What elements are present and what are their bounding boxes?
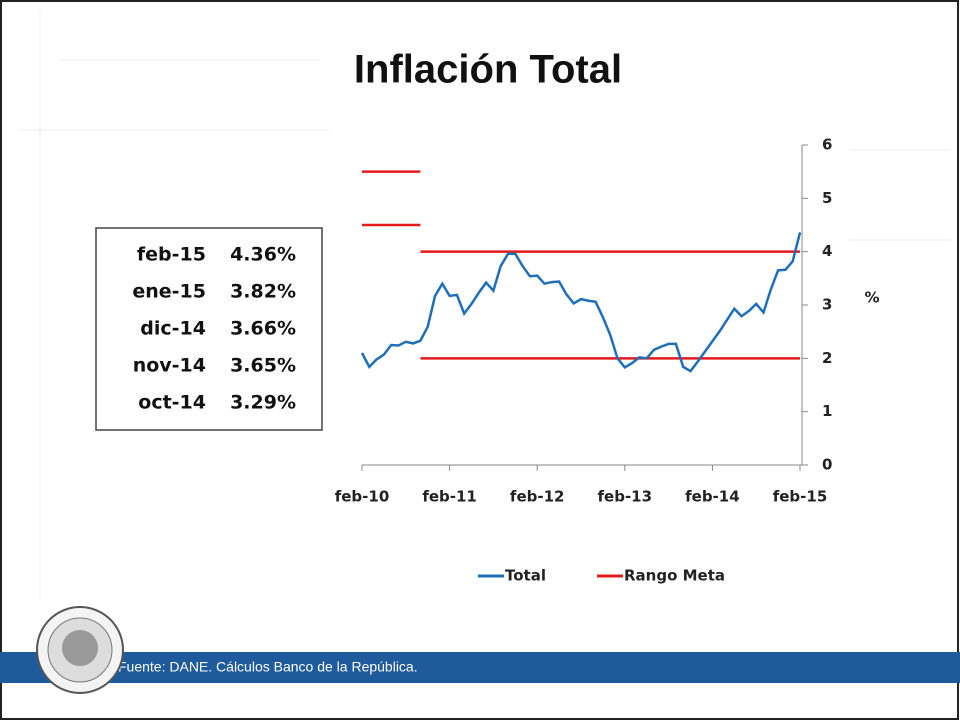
- x-tick-label: feb-13: [598, 488, 653, 506]
- y-axis-label: %: [864, 289, 879, 307]
- footer-bar: [0, 652, 960, 683]
- x-tick-label: feb-15: [773, 488, 828, 506]
- table-value: 3.29%: [230, 392, 296, 414]
- footer-text: Fuente: DANE. Cálculos Banco de la Repúb…: [118, 659, 418, 675]
- y-tick-label: 4: [822, 242, 832, 260]
- table-value: 3.82%: [230, 281, 296, 303]
- y-tick-label: 3: [822, 296, 832, 314]
- legend-label: Total: [505, 567, 546, 585]
- y-tick-label: 2: [822, 349, 832, 367]
- table-date: ene-15: [132, 281, 206, 303]
- x-tick-label: feb-10: [335, 488, 390, 506]
- y-tick-label: 6: [822, 136, 832, 154]
- logo: [36, 606, 124, 694]
- legend-label: Rango Meta: [624, 567, 725, 585]
- table-date: oct-14: [138, 392, 206, 414]
- table-value: 3.66%: [230, 318, 296, 340]
- table-value: 3.65%: [230, 355, 296, 377]
- y-tick-label: 0: [822, 456, 832, 474]
- chart-title: Inflación Total: [354, 48, 622, 92]
- y-tick-label: 5: [822, 189, 832, 207]
- y-tick-label: 1: [822, 402, 832, 420]
- series-line: [360, 232, 802, 373]
- table-date: feb-15: [137, 244, 206, 266]
- x-tick-label: feb-12: [510, 488, 565, 506]
- background-lines: [20, 10, 950, 600]
- x-tick-label: feb-11: [422, 488, 477, 506]
- table-date: dic-14: [140, 318, 206, 340]
- x-tick-label: feb-14: [685, 488, 740, 506]
- table-box: [95, 227, 323, 431]
- table-date: nov-14: [133, 355, 206, 377]
- table-value: 4.36%: [230, 244, 296, 266]
